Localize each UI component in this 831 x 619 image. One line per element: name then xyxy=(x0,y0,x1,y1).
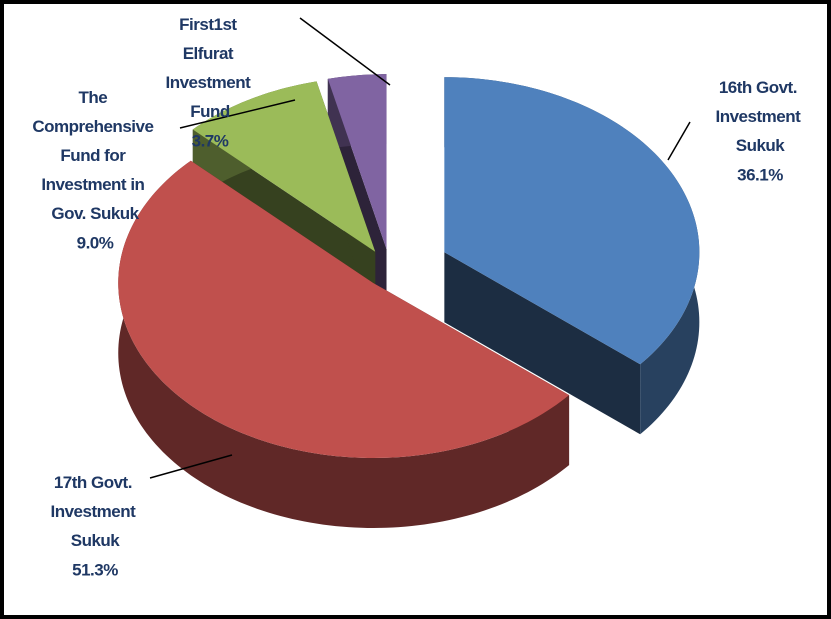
slice-label-line: Fund for xyxy=(60,146,129,165)
slice-side xyxy=(444,252,641,435)
slice-label-line: 16th Govt. xyxy=(719,78,801,97)
slice-label-line: Investment xyxy=(51,502,140,521)
slice-value-label: 36.1% xyxy=(737,165,783,184)
slice-label-line: Investment in xyxy=(41,175,148,194)
slice-label-line: Sukuk xyxy=(71,531,121,550)
slice-label-line: Comprehensive xyxy=(32,117,157,136)
slice-label-line: First1st xyxy=(179,15,241,34)
slice-label: 16th Govt. Investment Sukuk xyxy=(716,78,805,155)
leader-line xyxy=(299,17,391,86)
slice-label-line: Elfurat xyxy=(183,44,238,63)
slice-label-line: The xyxy=(79,88,112,107)
slice xyxy=(118,160,570,528)
slice-label-line: Investment xyxy=(716,107,805,126)
slice-top xyxy=(444,77,700,365)
leader-line xyxy=(149,454,233,479)
slice-value-label: 51.3% xyxy=(72,560,118,579)
leader-line xyxy=(667,121,691,161)
leader-line xyxy=(179,99,296,129)
slice-top xyxy=(118,160,570,458)
slice xyxy=(444,77,700,435)
slice-value-label: 3.7% xyxy=(192,131,229,150)
slice-top xyxy=(327,74,387,250)
slice-label-line: 17th Govt. xyxy=(54,473,136,492)
slice-label-line: Sukuk xyxy=(736,136,786,155)
slice-label: The Comprehensive Fund for Investment in… xyxy=(32,88,157,223)
slice-label-line: Fund xyxy=(190,102,230,121)
slice-label: First1st Elfurat Investment Fund xyxy=(166,15,255,121)
slice-label-line: Investment xyxy=(166,73,255,92)
slice-value-label: 9.0% xyxy=(77,233,114,252)
slice-top xyxy=(192,81,376,252)
slice-label: 17th Govt. Investment Sukuk xyxy=(51,473,140,550)
slice-label-line: Gov. Sukuk xyxy=(51,204,139,223)
slice-wall xyxy=(118,160,570,528)
